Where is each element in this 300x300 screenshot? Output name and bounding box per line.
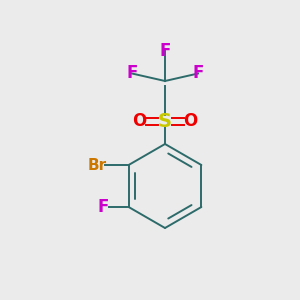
Text: F: F [98,198,109,216]
Text: O: O [183,112,198,130]
Text: F: F [126,64,138,82]
Text: F: F [192,64,204,82]
Text: Br: Br [88,158,107,172]
Text: O: O [132,112,147,130]
Text: S: S [158,112,172,131]
Text: F: F [159,42,171,60]
